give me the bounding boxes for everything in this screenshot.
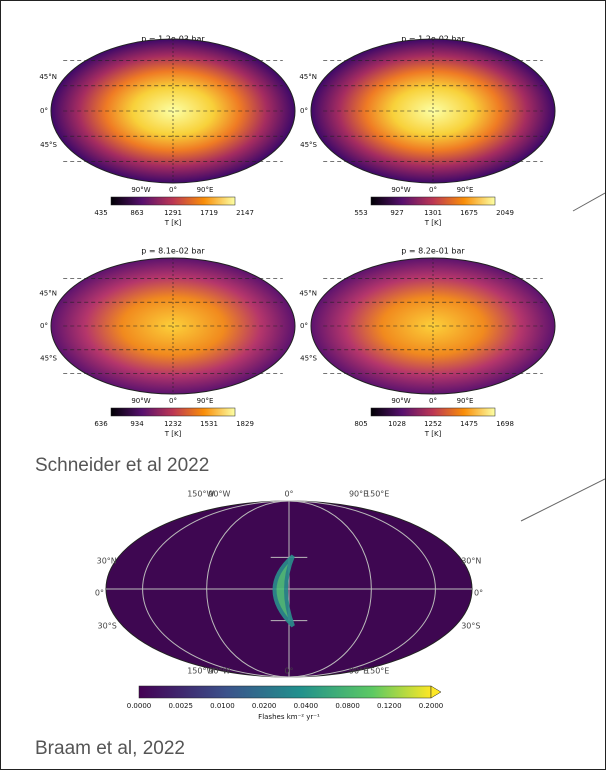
colorbar-arrow	[430, 685, 442, 699]
lon-label: 150°W	[187, 667, 214, 676]
lat-label: 45°N	[39, 290, 57, 298]
lon-label: 90°W	[131, 397, 150, 405]
pointer-line	[520, 478, 605, 522]
lon-label: 90°E	[457, 397, 474, 405]
lat-label: 45°S	[40, 354, 57, 362]
lat-label: 0°	[300, 322, 308, 330]
colorbar	[138, 685, 432, 699]
colorbar-tick: 0.0800	[335, 702, 360, 710]
colorbar-label: T [K]	[424, 430, 442, 438]
lat-label: 45°N	[39, 73, 57, 81]
lon-label: 0°	[284, 667, 293, 676]
lat-label: 45°S	[40, 141, 57, 149]
lat-label: 45°N	[299, 290, 317, 298]
colorbar	[110, 407, 236, 417]
lon-label: 90°E	[349, 490, 368, 499]
lat-label: 45°S	[300, 141, 317, 149]
colorbar-tick: 927	[390, 209, 403, 217]
colorbar-tick: 0.1200	[377, 702, 402, 710]
lon-label: 0°	[169, 397, 177, 405]
colorbar-label: T [K]	[164, 219, 182, 227]
panel-title: p = 8.1e-02 bar	[141, 247, 205, 256]
lon-label: 150°W	[187, 490, 214, 499]
colorbar-tick: 1291	[164, 209, 182, 217]
lat-label: 45°S	[300, 354, 317, 362]
colorbar-tick: 2049	[496, 209, 514, 217]
lon-label: 90°W	[391, 186, 410, 194]
colorbar-tick: 0.0400	[294, 702, 319, 710]
lon-label: 90°E	[197, 186, 214, 194]
colorbar-tick: 0.0025	[168, 702, 193, 710]
colorbar	[370, 407, 496, 417]
colorbar-label: T [K]	[424, 219, 442, 227]
lon-label: 0°	[284, 490, 293, 499]
colorbar-tick: 1531	[200, 420, 218, 428]
lat-label: 30°S	[98, 622, 117, 631]
pointer-line	[572, 192, 605, 212]
colorbar-tick: 1232	[164, 420, 182, 428]
colorbar-tick: 0.2000	[419, 702, 444, 710]
lon-label: 90°E	[197, 397, 214, 405]
lon-label: 150°E	[365, 667, 389, 676]
colorbar	[110, 196, 236, 206]
lon-label: 0°	[429, 397, 437, 405]
colorbar-tick: 1675	[460, 209, 478, 217]
colorbar-tick: 934	[130, 420, 144, 428]
colorbar-tick: 0.0000	[127, 702, 152, 710]
lon-label: 90°W	[131, 186, 150, 194]
colorbar-tick: 2147	[236, 209, 254, 217]
colorbar-tick: 1475	[460, 420, 478, 428]
colorbar	[370, 196, 496, 206]
lon-label: 90°W	[208, 490, 230, 499]
lat-label: 0°	[474, 589, 483, 598]
lon-label: 0°	[169, 186, 177, 194]
colorbar-tick: 0.0200	[252, 702, 277, 710]
lat-label: 30°S	[461, 622, 480, 631]
lon-label: 150°E	[365, 490, 389, 499]
colorbar-label: Flashes km⁻² yr⁻¹	[258, 713, 320, 721]
lat-label: 0°	[40, 322, 48, 330]
lat-label: 0°	[95, 589, 104, 598]
lon-label: 90°E	[457, 186, 474, 194]
colorbar-tick: 1698	[496, 420, 514, 428]
colorbar-tick: 553	[354, 209, 367, 217]
credit: Braam et al, 2022	[35, 738, 185, 759]
lightning-crescent	[272, 554, 295, 628]
lat-label: 30°N	[461, 557, 481, 566]
lat-label: 0°	[300, 107, 308, 115]
colorbar-tick: 1028	[388, 420, 406, 428]
colorbar-tick: 636	[94, 420, 108, 428]
credit: Schneider et al 2022	[35, 455, 209, 476]
colorbar-tick: 863	[130, 209, 143, 217]
colorbar-tick: 0.0100	[210, 702, 235, 710]
lat-label: 45°N	[299, 73, 317, 81]
lon-label: 0°	[429, 186, 437, 194]
colorbar-tick: 1719	[200, 209, 218, 217]
colorbar-tick: 1301	[424, 209, 442, 217]
lat-label: 30°N	[97, 557, 117, 566]
lon-label: 90°W	[391, 397, 410, 405]
colorbar-tick: 435	[94, 209, 107, 217]
colorbar-tick: 1252	[424, 420, 442, 428]
colorbar-tick: 805	[354, 420, 367, 428]
colorbar-tick: 1829	[236, 420, 254, 428]
colorbar-label: T [K]	[164, 430, 182, 438]
lon-label: 90°E	[349, 667, 368, 676]
lon-label: 90°W	[208, 667, 230, 676]
panel-title: p = 8.2e-01 bar	[401, 247, 465, 256]
lat-label: 0°	[40, 107, 48, 115]
